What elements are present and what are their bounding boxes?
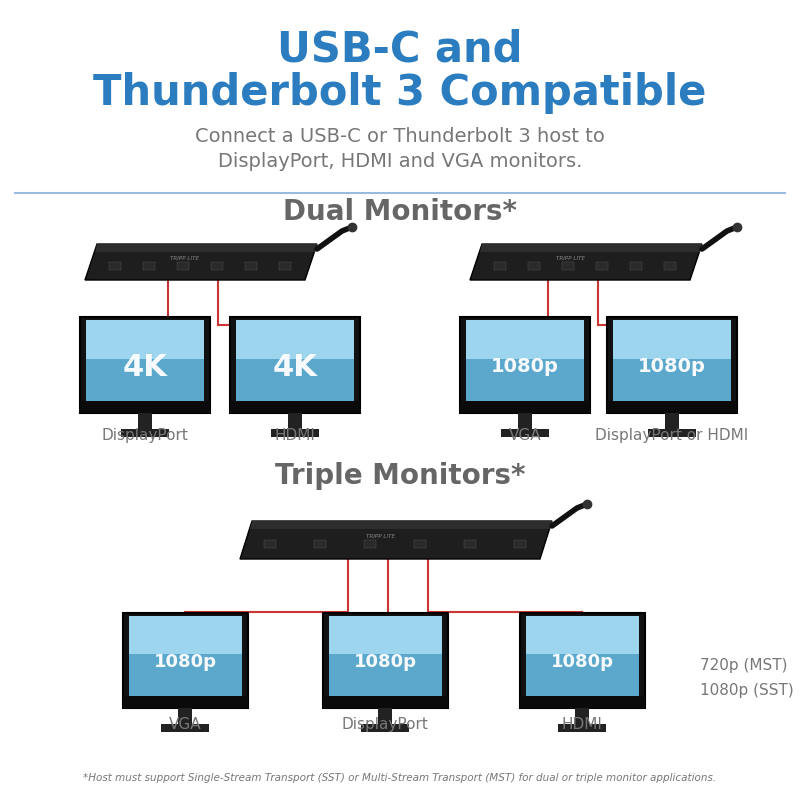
Bar [211, 262, 223, 270]
Bar [558, 723, 606, 731]
Text: 4K: 4K [122, 353, 167, 382]
Bar [526, 654, 638, 702]
Bar [514, 540, 526, 548]
Bar [460, 401, 590, 413]
Bar [607, 401, 737, 413]
Bar [143, 262, 155, 270]
Text: DisplayPort: DisplayPort [342, 717, 429, 732]
Bar [80, 317, 210, 413]
Bar [466, 320, 584, 359]
Bar [648, 429, 696, 437]
Text: 1080p: 1080p [638, 358, 706, 377]
Polygon shape [480, 244, 702, 252]
Bar [519, 613, 645, 707]
Bar [122, 613, 247, 707]
Bar [109, 262, 121, 270]
Polygon shape [240, 521, 552, 559]
Text: 1080p: 1080p [550, 653, 614, 671]
Bar [361, 723, 409, 731]
Bar [314, 540, 326, 548]
Bar [230, 401, 360, 413]
Bar [519, 695, 645, 707]
Bar [121, 429, 169, 437]
Bar [596, 262, 608, 270]
Bar [575, 707, 589, 723]
Bar [664, 262, 676, 270]
Text: Connect a USB-C or Thunderbolt 3 host to: Connect a USB-C or Thunderbolt 3 host to [195, 127, 605, 146]
Text: 1080p: 1080p [354, 653, 417, 671]
Bar [526, 615, 638, 654]
Bar [271, 429, 319, 437]
Polygon shape [85, 244, 317, 280]
Bar [80, 401, 210, 413]
Text: TRIPP LITE: TRIPP LITE [555, 255, 585, 261]
Bar [236, 359, 354, 407]
Bar [230, 317, 360, 413]
Bar [264, 540, 276, 548]
Bar [86, 320, 204, 359]
Bar [322, 613, 447, 707]
Text: *Host must support Single-Stream Transport (SST) or Multi-Stream Transport (MST): *Host must support Single-Stream Transpo… [83, 773, 717, 783]
Text: TRIPP LITE: TRIPP LITE [170, 255, 199, 261]
Bar [86, 359, 204, 407]
Bar [613, 359, 731, 407]
Text: VGA: VGA [509, 428, 542, 443]
Bar [329, 615, 442, 654]
Bar [161, 723, 209, 731]
Bar [414, 540, 426, 548]
Bar [630, 262, 642, 270]
Text: USB-C and: USB-C and [278, 28, 522, 70]
Bar [329, 654, 442, 702]
Bar [494, 262, 506, 270]
Text: 1080p: 1080p [491, 358, 559, 377]
Text: Dual Monitors*: Dual Monitors* [283, 198, 517, 226]
Bar [378, 707, 392, 723]
Bar [288, 413, 302, 429]
Bar [245, 262, 257, 270]
Text: HDMI: HDMI [274, 428, 315, 443]
Bar [138, 413, 152, 429]
Bar [322, 695, 447, 707]
Bar [466, 359, 584, 407]
Bar [501, 429, 549, 437]
Polygon shape [250, 521, 552, 529]
Bar [613, 320, 731, 359]
Bar [528, 262, 540, 270]
Bar [129, 615, 242, 654]
Bar [460, 317, 590, 413]
Text: DisplayPort, HDMI and VGA monitors.: DisplayPort, HDMI and VGA monitors. [218, 152, 582, 171]
Bar [607, 317, 737, 413]
Bar [665, 413, 679, 429]
Polygon shape [95, 244, 317, 252]
Text: Thunderbolt 3 Compatible: Thunderbolt 3 Compatible [94, 72, 706, 114]
Bar [279, 262, 291, 270]
Text: DisplayPort or HDMI: DisplayPort or HDMI [595, 428, 749, 443]
Bar [236, 320, 354, 359]
Text: HDMI: HDMI [562, 717, 602, 732]
Text: 720p (MST)
1080p (SST): 720p (MST) 1080p (SST) [700, 658, 794, 698]
Bar [122, 695, 247, 707]
Bar [364, 540, 376, 548]
Bar [129, 654, 242, 702]
Bar [518, 413, 532, 429]
Text: VGA: VGA [169, 717, 202, 732]
Text: DisplayPort: DisplayPort [102, 428, 189, 443]
Polygon shape [470, 244, 702, 280]
Text: Triple Monitors*: Triple Monitors* [274, 462, 526, 490]
Text: TRIPP LITE: TRIPP LITE [366, 534, 394, 538]
Bar [464, 540, 476, 548]
Text: 1080p: 1080p [154, 653, 217, 671]
Bar [562, 262, 574, 270]
Bar [177, 262, 189, 270]
Text: 4K: 4K [273, 353, 318, 382]
Bar [178, 707, 192, 723]
